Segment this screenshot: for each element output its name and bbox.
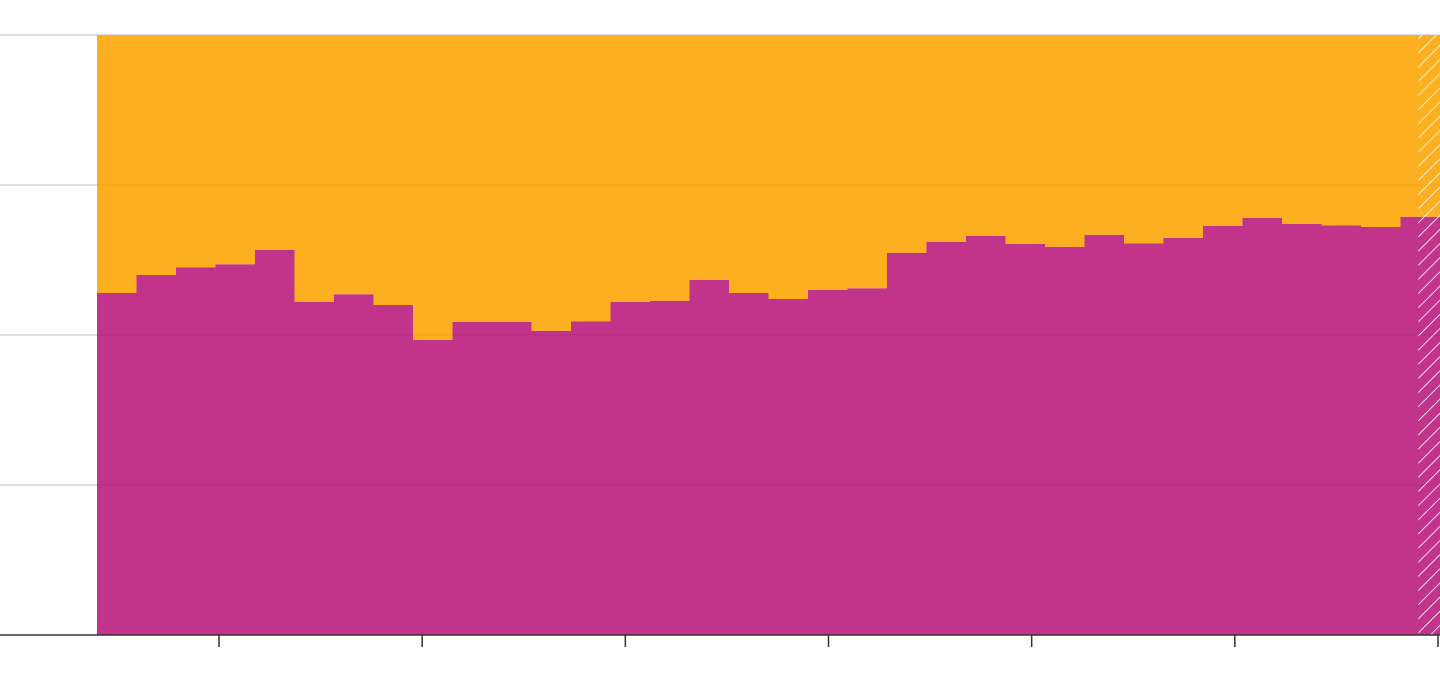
- projection-hatch: [1418, 35, 1440, 635]
- series-area-1: [97, 35, 1440, 340]
- x-axis: [0, 634, 1440, 647]
- plot-area: [97, 35, 1440, 636]
- projection-overlay: [97, 35, 1440, 635]
- series-area-0: [97, 216, 1440, 636]
